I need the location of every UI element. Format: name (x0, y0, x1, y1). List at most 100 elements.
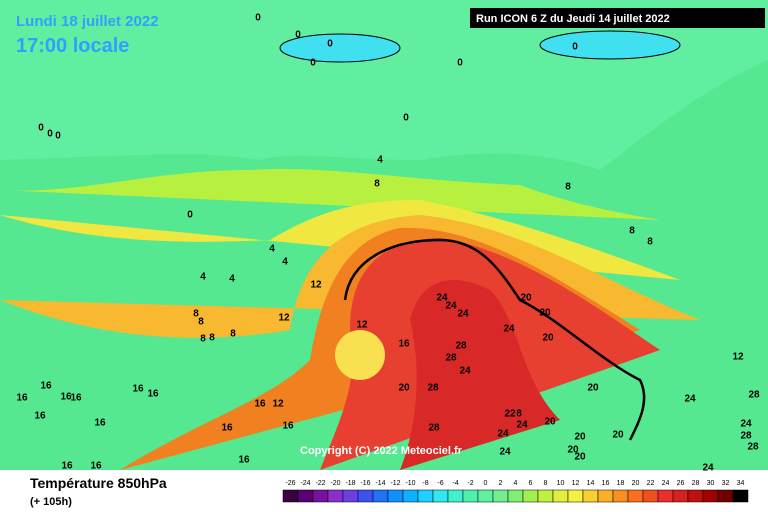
legend-label: 0 (484, 480, 488, 487)
legend-label: 12 (572, 480, 580, 487)
contour-label: 24 (740, 419, 752, 430)
legend-swatch (657, 489, 674, 503)
run-info: Run ICON 6 Z du Jeudi 14 juillet 2022 (476, 13, 670, 25)
coastline (343, 238, 646, 441)
contour-label: 20 (574, 452, 586, 463)
cool-spot (335, 330, 385, 380)
contour-label: 22 (504, 409, 516, 420)
contour-label: 12 (272, 399, 284, 410)
date: Lundi 18 juillet 2022 (16, 13, 159, 30)
legend-label: 8 (544, 480, 548, 487)
legend-label: -10 (405, 480, 415, 487)
legend-swatch (507, 489, 524, 503)
contour-label: 0 (572, 42, 578, 53)
contour-label: 24 (702, 463, 714, 474)
contour-label: 0 (38, 123, 44, 134)
lake (279, 33, 401, 63)
legend-swatch (432, 489, 449, 503)
contour-label: 0 (255, 13, 261, 24)
legend-label: -22 (315, 480, 325, 487)
legend-swatch (387, 489, 404, 503)
contour-label: 28 (455, 341, 467, 352)
contour-label: 8 (647, 237, 653, 248)
contour-label: 4 (200, 272, 206, 283)
contour-label: 16 (254, 399, 266, 410)
legend-swatch (567, 489, 584, 503)
contour-label: 8 (374, 179, 380, 190)
contour-label: 16 (16, 393, 28, 404)
legend-swatch (372, 489, 389, 503)
contour-label: 16 (90, 461, 102, 472)
legend-label: 22 (647, 480, 655, 487)
lake (539, 30, 681, 60)
contour-label: 16 (282, 421, 294, 432)
legend-label: -12 (390, 480, 400, 487)
footer-lead: (+ 105h) (30, 496, 72, 508)
contour-label: 12 (356, 320, 368, 331)
contour-label: 16 (40, 381, 52, 392)
legend-label: -26 (285, 480, 295, 487)
legend-swatch (732, 489, 749, 503)
contour-label: 28 (427, 383, 439, 394)
legend-label: 6 (529, 480, 533, 487)
contour-label: 8 (200, 334, 206, 345)
legend-swatch (447, 489, 464, 503)
contour-label: 8 (629, 226, 635, 237)
contour-label: 16 (132, 384, 144, 395)
legend-label: -8 (422, 480, 428, 487)
legend-swatch (717, 489, 734, 503)
legend-swatch (417, 489, 434, 503)
contour-label: 20 (542, 333, 554, 344)
contour-label: 8 (230, 329, 236, 340)
zone-hottest (400, 280, 560, 470)
contour-label: 24 (503, 324, 515, 335)
legend-swatch (477, 489, 494, 503)
legend-label: -14 (375, 480, 385, 487)
legend-label: 32 (722, 480, 730, 487)
contour-label: 20 (544, 417, 556, 428)
legend-swatch (702, 489, 719, 503)
contour-label: 24 (516, 420, 528, 431)
legend-swatch (342, 489, 359, 503)
legend-label: 2 (499, 480, 503, 487)
contour-label: 0 (187, 210, 193, 221)
contour-label: 28 (740, 431, 752, 442)
contour-label: 4 (282, 257, 288, 268)
contour-label: 20 (612, 430, 624, 441)
contour-label: 8 (198, 317, 204, 328)
legend-swatch (642, 489, 659, 503)
contour-label: 16 (147, 389, 159, 400)
legend-label: 26 (677, 480, 685, 487)
contour-label: 28 (748, 390, 760, 401)
contour-label: 16 (60, 392, 72, 403)
contour-label: 16 (34, 411, 46, 422)
legend-swatch (672, 489, 689, 503)
contour-label: 16 (61, 461, 73, 472)
legend-label: -2 (467, 480, 473, 487)
contour-label: 20 (574, 432, 586, 443)
contour-label: 0 (47, 129, 53, 140)
legend-label: 4 (514, 480, 518, 487)
legend-swatch (282, 489, 299, 503)
contour-label: 24 (459, 366, 471, 377)
legend-label: 14 (587, 480, 595, 487)
contour-label: 24 (499, 447, 511, 458)
legend-label: -16 (360, 480, 370, 487)
contour-label: 16 (238, 455, 250, 466)
legend-label: -4 (452, 480, 458, 487)
legend-label: 28 (692, 480, 700, 487)
legend-label: -24 (300, 480, 310, 487)
contour-label: 24 (436, 293, 448, 304)
contour-label: 0 (403, 113, 409, 124)
legend-label: -6 (437, 480, 443, 487)
legend-swatch (627, 489, 644, 503)
contour-label: 0 (295, 30, 301, 41)
legend-swatch (297, 489, 314, 503)
time: 17:00 locale (16, 35, 129, 57)
legend-swatch (357, 489, 374, 503)
legend-swatch (537, 489, 554, 503)
contour-label: 16 (221, 423, 233, 434)
contour-label: 8 (565, 182, 571, 193)
legend-swatch (597, 489, 614, 503)
legend-label: -18 (345, 480, 355, 487)
